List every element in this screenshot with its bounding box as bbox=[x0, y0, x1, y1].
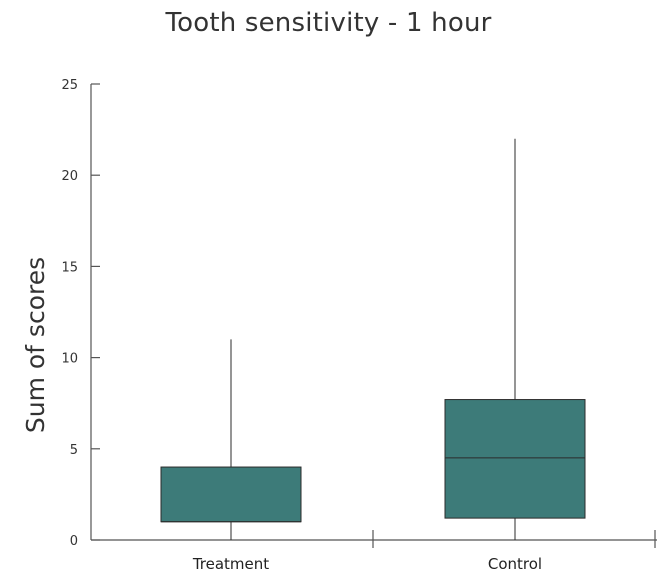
box-rect-control bbox=[444, 399, 586, 519]
y-tick-label-5: 5 bbox=[70, 443, 78, 458]
labels-layer: 0 5 10 15 20 25 Treatment Control bbox=[61, 78, 542, 573]
chart-title: Tooth sensitivity - 1 hour bbox=[165, 8, 492, 38]
y-tick-label-10: 10 bbox=[61, 352, 78, 367]
x-category-label-treatment: Treatment bbox=[192, 555, 269, 573]
y-tick-label-15: 15 bbox=[61, 260, 78, 275]
axes-layer bbox=[90, 83, 657, 548]
y-tick-label-0: 0 bbox=[70, 534, 78, 549]
box-rect-treatment bbox=[160, 466, 302, 523]
box-control bbox=[444, 138, 586, 540]
boxes-layer bbox=[160, 138, 586, 540]
box-treatment bbox=[160, 339, 302, 540]
x-category-label-control: Control bbox=[488, 555, 542, 573]
y-tick-label-25: 25 bbox=[61, 78, 78, 93]
y-axis-label: Sum of scores bbox=[21, 257, 50, 433]
y-tick-label-20: 20 bbox=[61, 169, 78, 184]
